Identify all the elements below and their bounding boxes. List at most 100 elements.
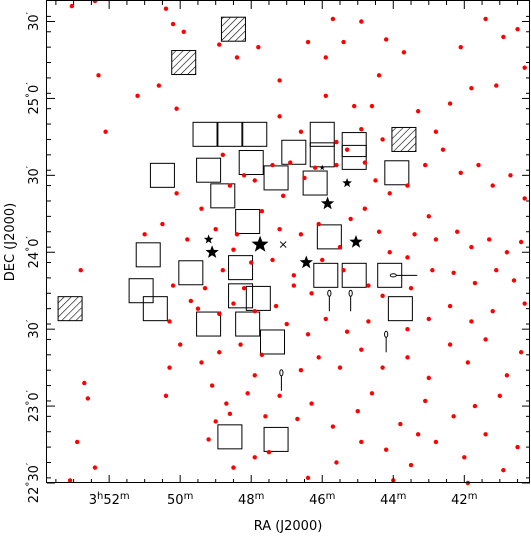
- observed-field: [242, 121, 268, 147]
- catalog-star: [348, 216, 353, 222]
- catalog-star: [231, 465, 236, 470]
- catalog-star: [476, 162, 481, 168]
- catalog-star: [522, 196, 527, 201]
- catalog-star: [469, 244, 474, 250]
- observed-field: [387, 296, 413, 322]
- y-tick-label: 22°30′: [25, 462, 42, 503]
- catalog-star: [426, 316, 431, 322]
- x-tick-label: 42m: [451, 491, 477, 508]
- observed-field: [228, 255, 254, 281]
- observed-field: [309, 121, 335, 147]
- observed-field: [341, 132, 367, 158]
- observed-field: [302, 170, 328, 196]
- catalog-star: [74, 439, 80, 445]
- catalog-star: [213, 226, 218, 232]
- axis-ticks: 22°30′ 23°0′ 30′ 24°0′ 30′ 25°0′ 30′ 3h52m 50m 48…: [25, 1, 530, 508]
- catalog-star: [494, 268, 499, 273]
- pleiades-star: [320, 196, 335, 210]
- observed-field: [238, 150, 264, 176]
- catalog-star: [163, 6, 169, 11]
- catalog-star: [405, 255, 410, 260]
- catalog-star: [234, 232, 240, 237]
- catalog-star: [323, 316, 328, 322]
- catalog-star: [383, 447, 389, 452]
- observed-field: [263, 426, 289, 452]
- catalog-star: [380, 293, 385, 299]
- observed-field: [210, 183, 236, 209]
- catalog-star: [501, 467, 506, 473]
- catalog-star: [174, 191, 179, 196]
- catalog-star: [355, 409, 360, 414]
- cross-marker: [279, 241, 287, 248]
- catalog-star: [69, 3, 75, 9]
- catalog-star: [490, 183, 495, 188]
- y-tick-label: 30′: [25, 165, 42, 185]
- catalog-star: [217, 311, 222, 316]
- y-tick-label: 30′: [25, 11, 42, 31]
- pleiades-star: [349, 235, 363, 248]
- catalog-star: [217, 42, 222, 47]
- observed-field: [178, 260, 204, 286]
- catalog-star: [383, 37, 389, 42]
- catalog-star: [465, 360, 471, 365]
- catalog-star: [241, 285, 247, 291]
- catalog-star: [252, 178, 257, 183]
- catalog-star: [380, 365, 385, 370]
- catalog-star: [387, 191, 392, 196]
- catalog-star: [245, 391, 250, 396]
- catalog-star: [181, 29, 186, 34]
- observed-field: [260, 329, 286, 355]
- observed-field: [217, 121, 243, 147]
- hatched-field: [391, 126, 417, 152]
- catalog-star: [224, 401, 229, 406]
- observed-field: [313, 262, 339, 288]
- catalog-star: [316, 221, 321, 227]
- catalog-star: [373, 178, 378, 183]
- catalog-star: [515, 27, 520, 32]
- pleiades-star: [203, 234, 214, 244]
- arrow-tip: [279, 369, 284, 377]
- catalog-star: [369, 391, 375, 396]
- observed-field: [142, 296, 168, 322]
- catalog-star: [170, 21, 176, 27]
- symbols-layer: [203, 164, 418, 391]
- catalog-star: [518, 239, 524, 245]
- catalog-star: [341, 268, 346, 273]
- catalog-star: [518, 350, 524, 355]
- catalog-star: [458, 170, 463, 175]
- catalog-star: [369, 103, 375, 109]
- observed-field: [341, 262, 367, 288]
- catalog-star: [323, 93, 328, 99]
- x-axis-label: RA (J2000): [254, 519, 323, 534]
- catalog-star: [277, 78, 282, 83]
- catalog-star: [302, 175, 307, 181]
- catalog-star: [85, 396, 91, 401]
- observed-field: [281, 139, 307, 165]
- catalog-star: [501, 34, 506, 40]
- catalog-star: [447, 303, 453, 309]
- pleiades-star: [319, 164, 326, 171]
- fields-layer: [57, 16, 417, 452]
- observed-field: [217, 424, 243, 450]
- catalog-star: [167, 319, 172, 324]
- catalog-star: [234, 55, 240, 60]
- catalog-star: [249, 260, 254, 265]
- catalog-star: [376, 229, 382, 234]
- observed-field: [196, 157, 222, 183]
- catalog-star: [199, 360, 204, 365]
- catalog-star: [401, 50, 407, 55]
- catalog-star: [430, 268, 435, 273]
- observed-field: [135, 242, 161, 268]
- catalog-star: [195, 306, 201, 311]
- catalog-star: [440, 147, 446, 152]
- catalog-star: [504, 373, 510, 378]
- catalog-star: [259, 209, 265, 214]
- observed-field: [192, 121, 218, 147]
- catalog-star: [209, 383, 215, 388]
- observed-field: [341, 144, 367, 170]
- observed-field: [196, 311, 222, 337]
- catalog-star: [398, 421, 403, 427]
- hatched-field: [57, 296, 83, 322]
- observed-field: [245, 285, 271, 311]
- catalog-star: [298, 367, 304, 373]
